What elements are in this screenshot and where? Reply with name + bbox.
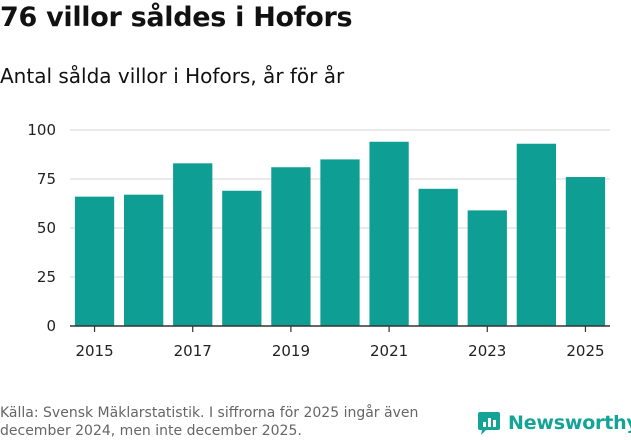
- newsworthy-logo-icon: [478, 412, 500, 435]
- newsworthy-logo[interactable]: Newsworthy: [476, 408, 631, 438]
- y-tick-label: 0: [46, 317, 56, 335]
- y-tick-label: 75: [37, 170, 56, 188]
- chart-title: 76 villor såldes i Hofors: [0, 2, 353, 33]
- x-tick-label: 2023: [468, 342, 506, 360]
- y-tick-label: 100: [27, 121, 56, 139]
- x-tick-label: 2025: [566, 342, 604, 360]
- bar-2018: [222, 190, 262, 326]
- bar-2025: [565, 177, 606, 326]
- bar-2024: [516, 143, 556, 326]
- x-tick-label: 2021: [370, 342, 408, 360]
- y-tick-label: 50: [37, 219, 56, 237]
- chart-subtitle: Antal sålda villor i Hofors, år för år: [0, 64, 345, 88]
- bar-2017: [173, 163, 213, 326]
- bar-2015: [74, 196, 115, 326]
- bar-2020: [320, 159, 360, 326]
- x-tick-label: 2015: [75, 342, 113, 360]
- x-tick-label: 2019: [272, 342, 310, 360]
- bar-2019: [271, 167, 311, 326]
- bar-2022: [418, 188, 458, 326]
- bar-2023: [467, 210, 507, 326]
- bar-2016: [124, 194, 164, 326]
- bar-chart: 0 25 50 75 100 2015 2017 2019 2021 2023 2025: [27, 121, 610, 360]
- y-tick-label: 25: [37, 268, 56, 286]
- source-note: Källa: Svensk Mäklarstatistik. I siffror…: [0, 405, 419, 439]
- brand-name: Newsworthy: [508, 412, 631, 434]
- x-tick-label: 2017: [174, 342, 212, 360]
- bar-2021: [369, 141, 409, 326]
